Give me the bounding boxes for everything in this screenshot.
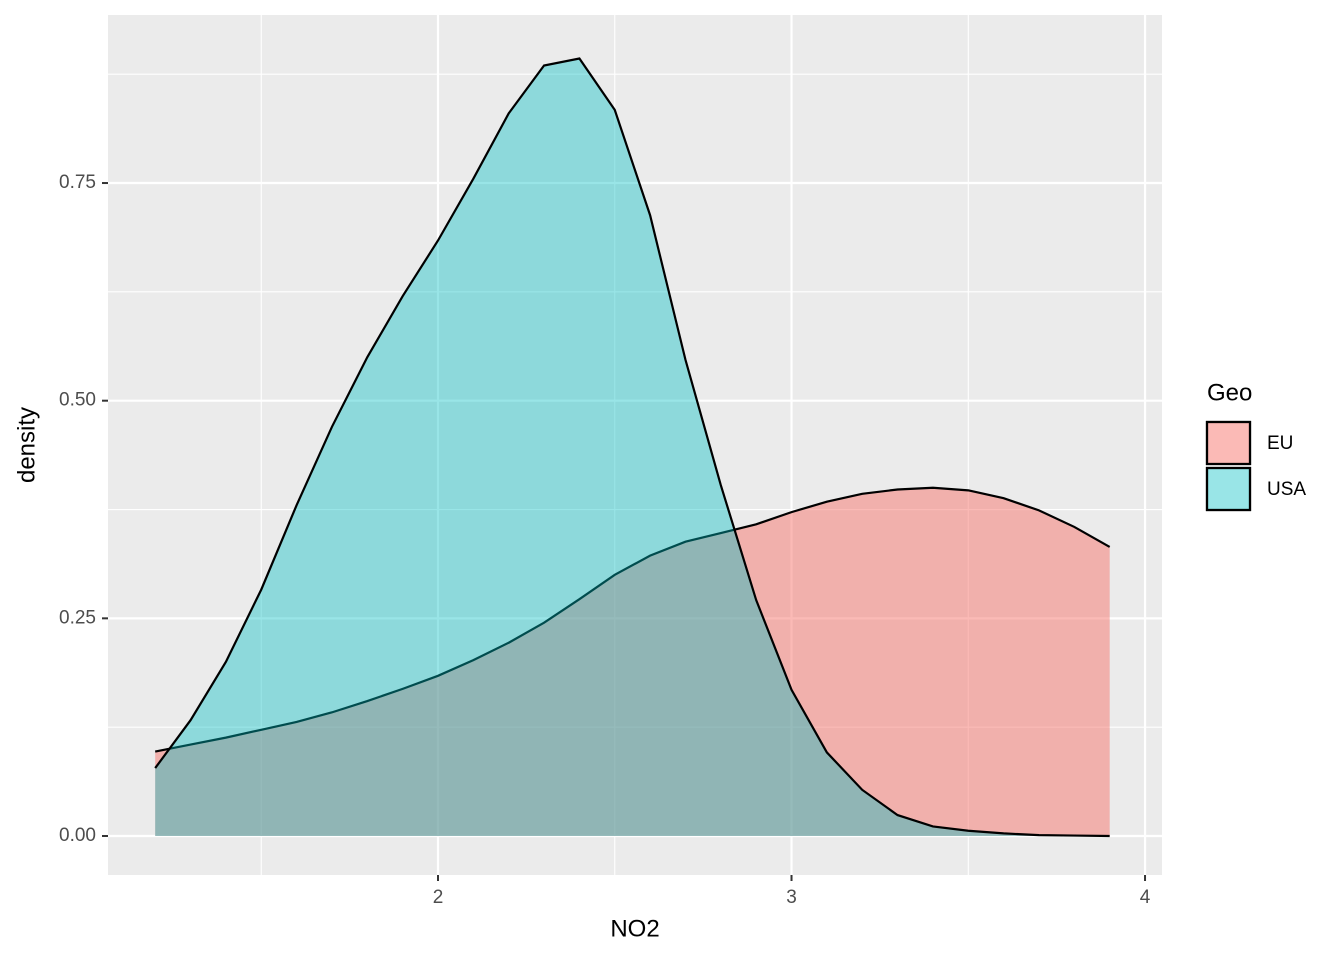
x-tick-label: 3 (786, 887, 797, 908)
legend-title: Geo (1207, 379, 1252, 406)
legend-label: EU (1267, 433, 1293, 454)
x-axis-title: NO2 (610, 915, 659, 942)
legend-key (1205, 466, 1252, 512)
x-tick-label: 2 (433, 887, 444, 908)
y-tick-label: 0.00 (59, 825, 96, 846)
density-area (155, 487, 1110, 836)
y-tick-label: 0.25 (59, 607, 96, 628)
legend-label: USA (1267, 479, 1306, 500)
legend-key (1205, 420, 1252, 466)
density-line (154, 486, 1111, 753)
density-area (155, 58, 1110, 836)
x-tick-label: 4 (1140, 887, 1151, 908)
y-tick-label: 0.50 (59, 390, 96, 411)
y-axis-title: density (13, 407, 40, 483)
density-line (154, 57, 1110, 838)
y-tick-label: 0.75 (59, 172, 96, 193)
